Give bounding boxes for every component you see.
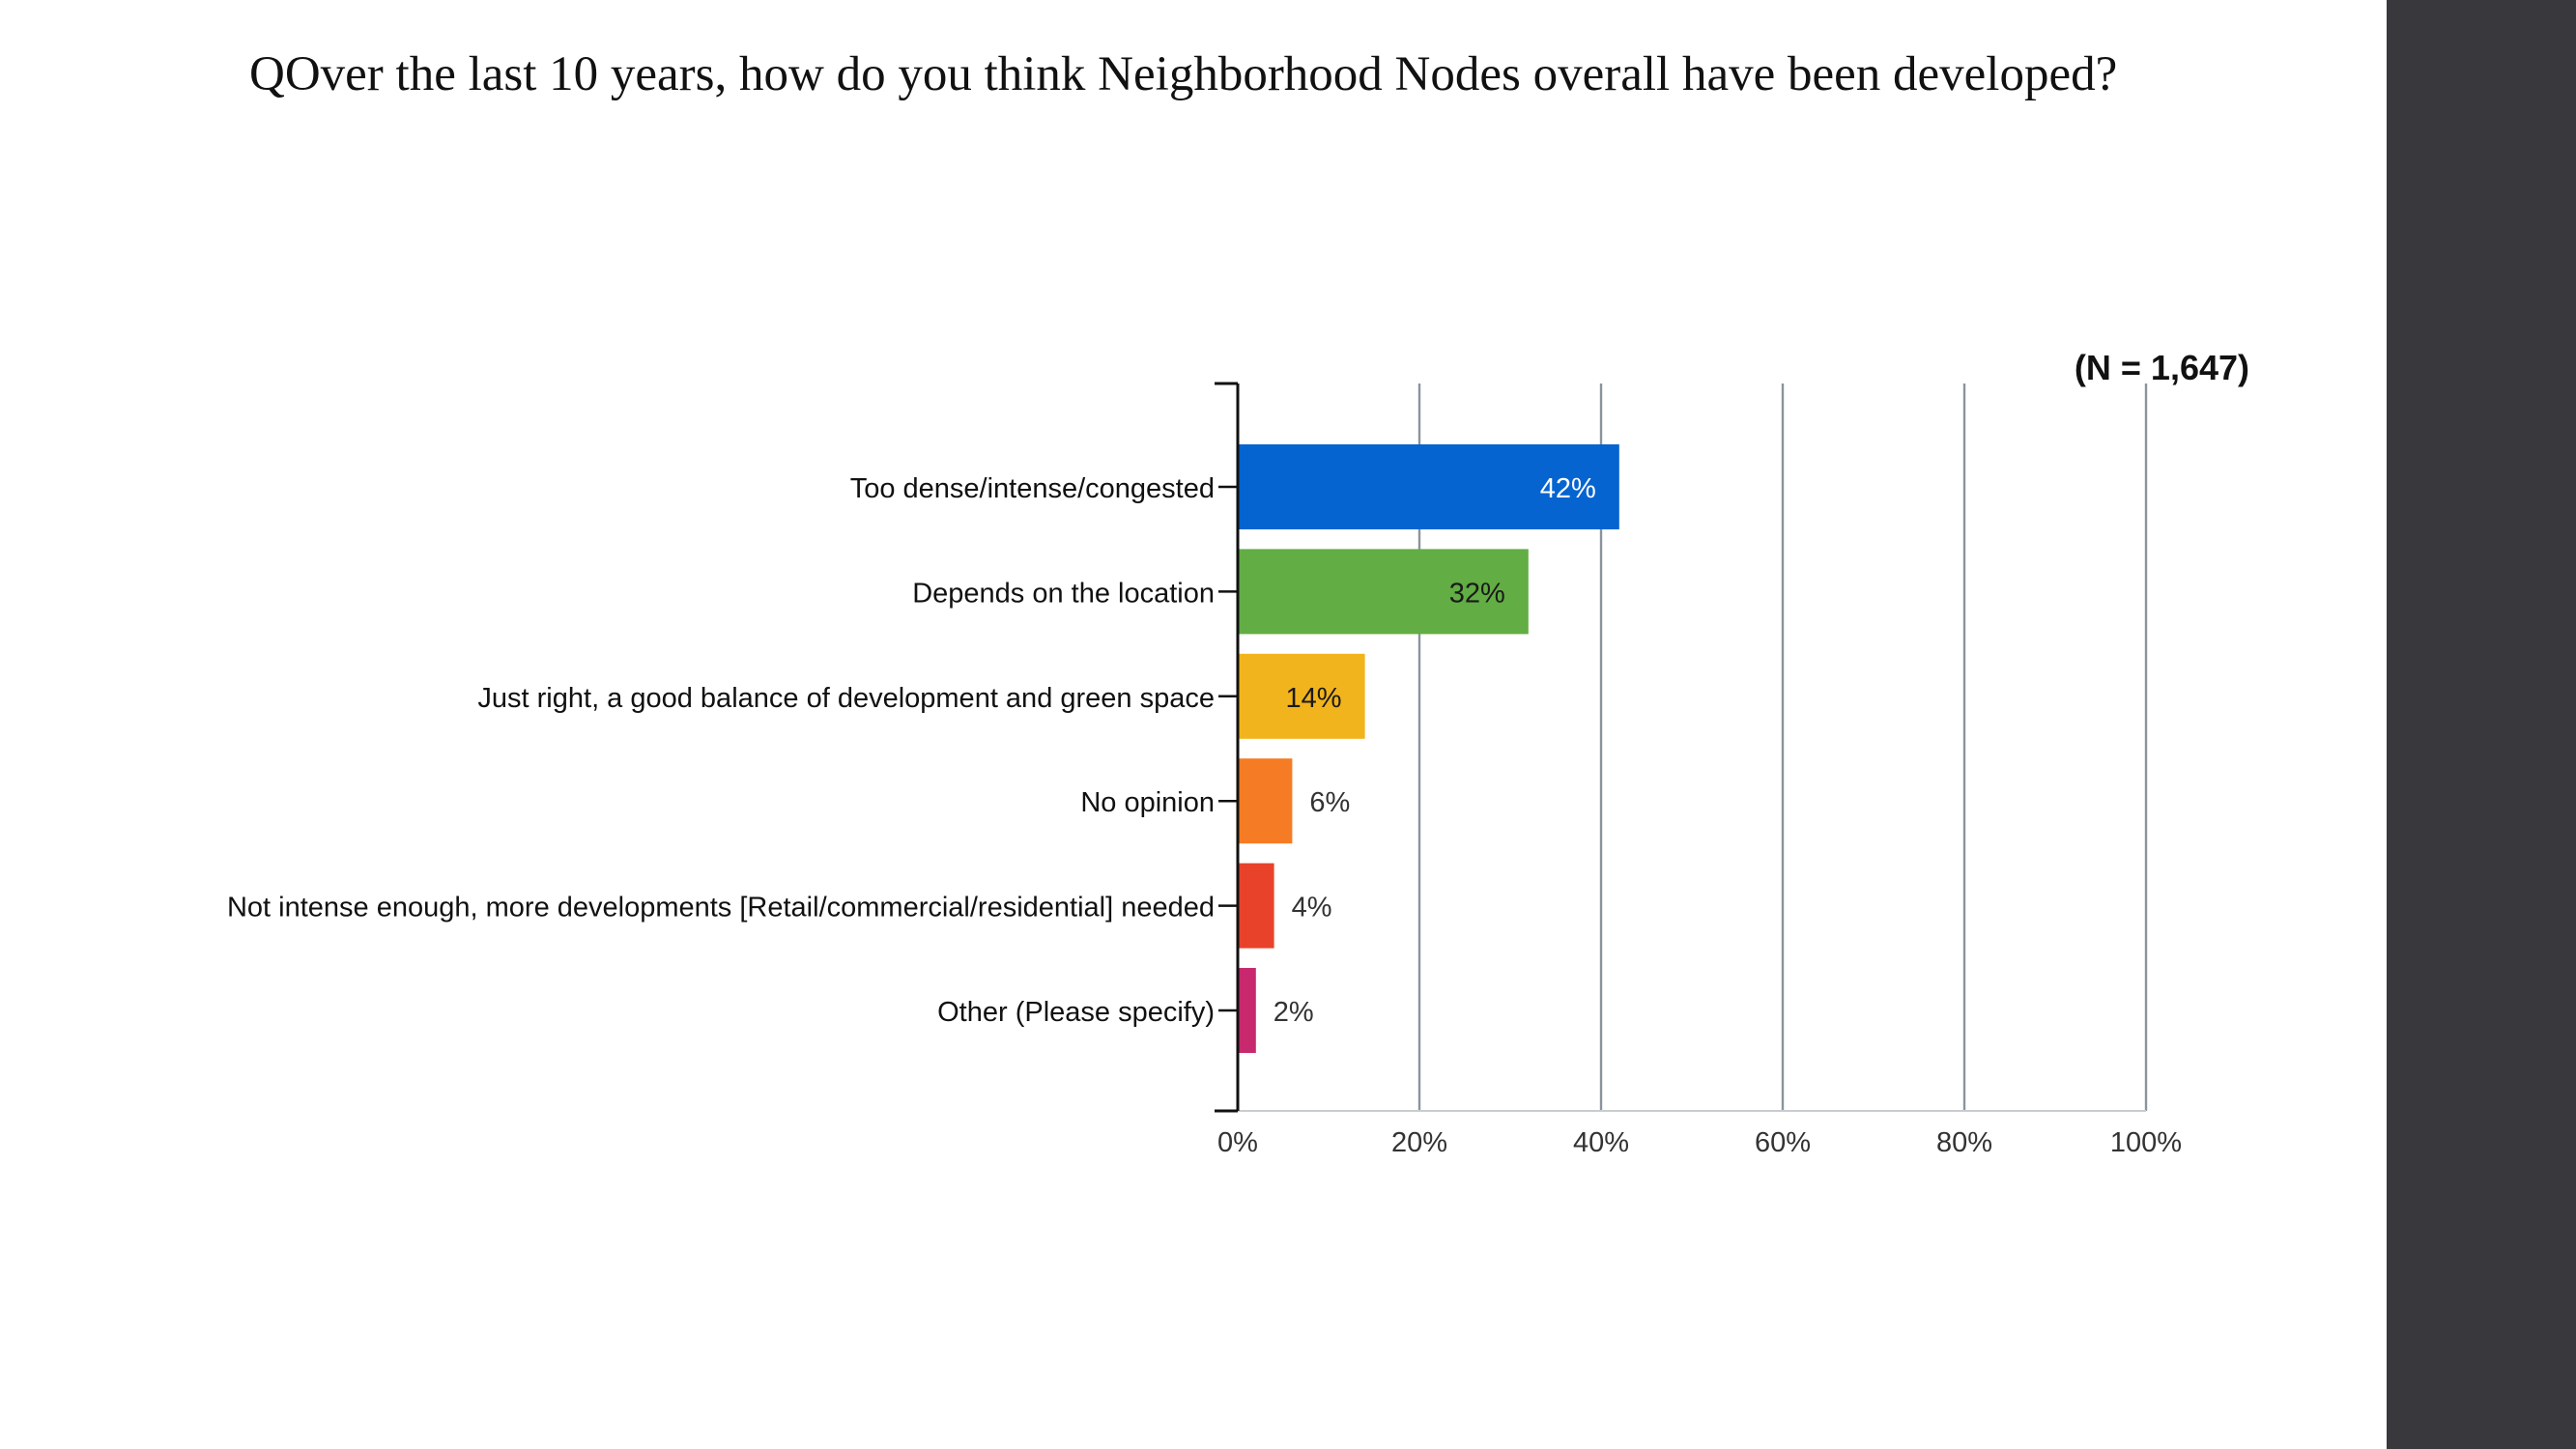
bar xyxy=(1239,863,1274,949)
category-label: No opinion xyxy=(1080,787,1215,818)
data-label: 14% xyxy=(1286,683,1342,714)
data-label: 6% xyxy=(1309,787,1350,818)
bar xyxy=(1239,444,1619,529)
x-tick-label: 60% xyxy=(1755,1127,1811,1158)
x-tick-label: 0% xyxy=(1217,1127,1258,1158)
category-label: Not intense enough, more developments [R… xyxy=(227,893,1215,923)
question-title: QOver the last 10 years, how do you thin… xyxy=(249,47,2118,101)
x-tick-label: 20% xyxy=(1391,1127,1447,1158)
bars: 42% 32% 14% 6% 4% 2% xyxy=(1239,444,1619,1053)
axes: 0% 20% 40% 60% 80% 100% Too dense/intense/cong… xyxy=(227,382,2182,1158)
category-label: Depends on the location xyxy=(912,578,1215,609)
bar xyxy=(1239,653,1365,739)
x-tick-label: 100% xyxy=(2110,1127,2182,1158)
slide: QOver the last 10 years, how do you thin… xyxy=(226,47,2249,1158)
sample-size-annotation: (N = 1,647) xyxy=(2075,348,2249,387)
x-tick-label: 40% xyxy=(1573,1127,1629,1158)
x-tick-label: 80% xyxy=(1936,1127,1992,1158)
bar xyxy=(1239,968,1256,1053)
category-label: Just right, a good balance of developmen… xyxy=(477,683,1215,714)
category-label: Other (Please specify) xyxy=(937,997,1215,1028)
data-label: 32% xyxy=(1449,578,1505,609)
sidebar-panel xyxy=(2387,0,2576,1449)
data-label: 2% xyxy=(1274,997,1314,1028)
data-label: 42% xyxy=(1540,473,1596,504)
bar xyxy=(1239,758,1293,844)
category-label: Too dense/intense/congested xyxy=(850,473,1215,504)
data-label: 4% xyxy=(1292,893,1332,923)
bar xyxy=(1239,549,1529,635)
bar-chart: 42% 32% 14% 6% 4% 2% 0% 20% 40% 60% 80% 100% Too de… xyxy=(227,348,2249,1158)
